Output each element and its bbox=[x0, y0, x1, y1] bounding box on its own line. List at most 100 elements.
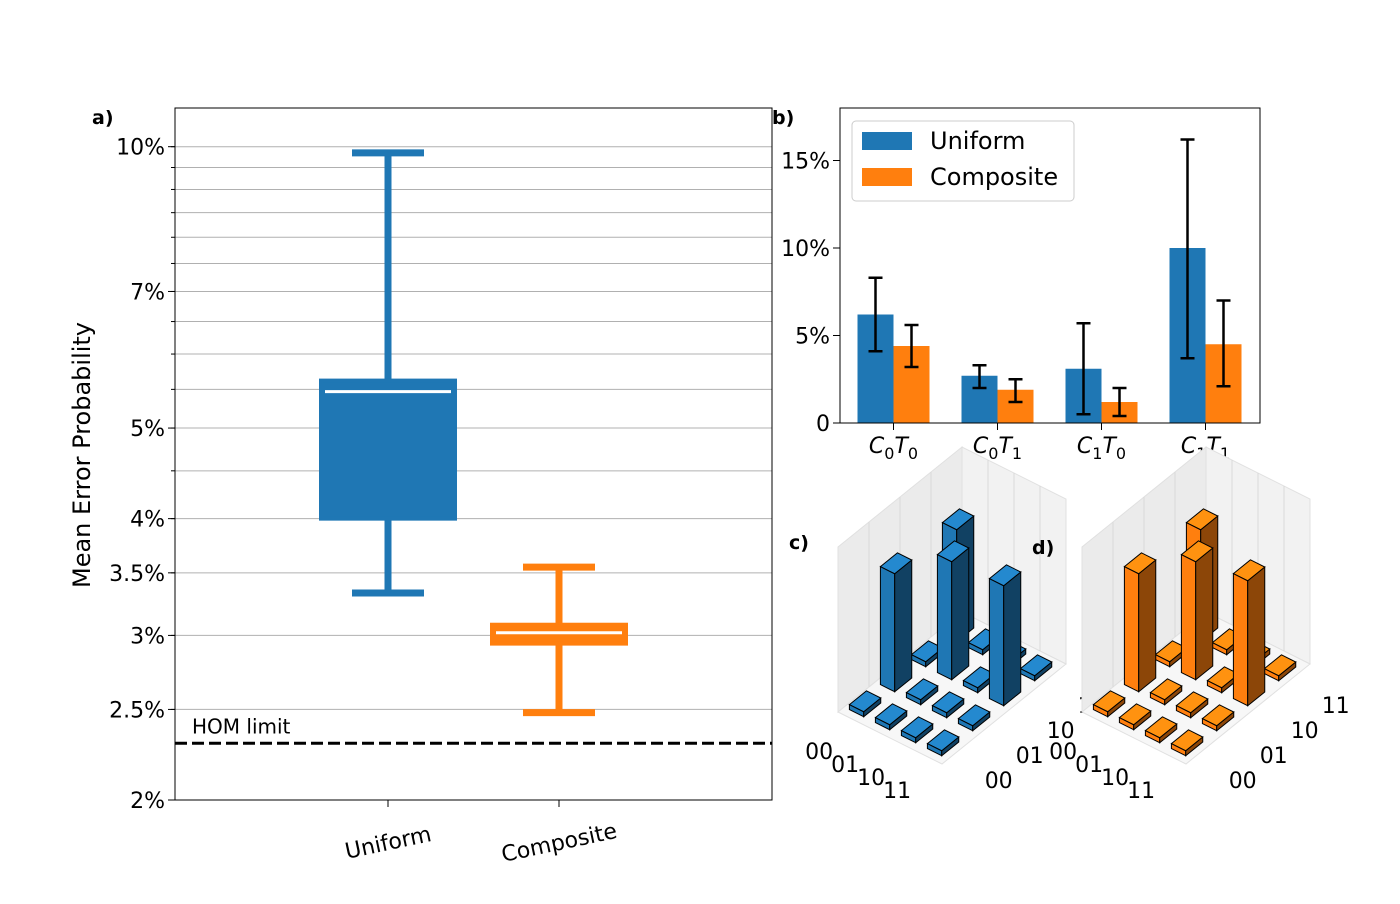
x-axis-label: 11 bbox=[883, 779, 911, 804]
panel-a-boxes bbox=[319, 149, 628, 717]
bar3d bbox=[1263, 654, 1297, 682]
bar3d-top-face bbox=[1263, 654, 1297, 677]
panel-c-label: c) bbox=[789, 532, 809, 554]
legend-swatch-uniform bbox=[862, 132, 912, 150]
bar3d bbox=[879, 552, 913, 693]
y-tick-label: 10% bbox=[116, 136, 165, 161]
hom-limit-label: HOM limit bbox=[192, 714, 291, 738]
x-axis-label: 11 bbox=[1127, 779, 1155, 804]
panel-b-barchart: b) 05%10%15% C0T0C0T1C1T0C1T1 Uniform Co… bbox=[772, 107, 1261, 463]
bar3d bbox=[1118, 703, 1152, 731]
legend-label-composite: Composite bbox=[930, 163, 1058, 191]
x-tick-label: C0T0 bbox=[869, 434, 918, 463]
bar3d-side-face bbox=[1247, 565, 1266, 707]
y-tick-label: 3.5% bbox=[109, 562, 165, 587]
x-tick-label: C1T0 bbox=[1077, 434, 1126, 463]
y-axis-label: 10 bbox=[1291, 719, 1319, 744]
bar3d-front-face bbox=[879, 565, 896, 693]
bar3d-top-face bbox=[1019, 654, 1053, 677]
x-axis-label: 10 bbox=[1101, 766, 1129, 791]
panel-b-x-ticks: C0T0C0T1C1T0C1T1 bbox=[869, 423, 1230, 463]
bar3d bbox=[936, 540, 970, 681]
bar3d-top-face bbox=[1232, 559, 1266, 582]
y-axis-label: 00 bbox=[1229, 769, 1257, 794]
bar3d-top-face bbox=[1175, 691, 1209, 714]
y-tick-label: 3% bbox=[130, 624, 165, 649]
y-axis-label: 10 bbox=[1047, 719, 1075, 744]
bar3d bbox=[874, 703, 908, 731]
panel-a-grid bbox=[175, 146, 772, 801]
bar3d bbox=[1232, 559, 1266, 707]
x-tick-label: Composite bbox=[499, 819, 619, 868]
bar3d-top-face bbox=[900, 716, 934, 739]
bar3d bbox=[957, 704, 991, 732]
y-axis-label: 11 bbox=[1322, 694, 1350, 719]
bar3d-top-face bbox=[1092, 690, 1126, 713]
bar3d-top-face bbox=[848, 690, 882, 713]
bar3d-front-face bbox=[1180, 553, 1197, 681]
bar3d-front-face bbox=[936, 553, 953, 681]
panel-a-label: a) bbox=[92, 107, 114, 129]
panel-b-error-bars bbox=[868, 138, 1231, 418]
y-tick-label: 4% bbox=[130, 508, 165, 533]
y-tick-label: 5% bbox=[795, 325, 830, 350]
x-axis-label: 00 bbox=[805, 740, 833, 765]
bar3d bbox=[931, 691, 965, 719]
panel-d-label: d) bbox=[1032, 537, 1054, 559]
y-tick-label: 0 bbox=[816, 412, 830, 437]
panel-a-x-ticks: Uniform Composite bbox=[343, 800, 619, 868]
bar3d bbox=[1092, 690, 1126, 718]
bar3d-front-face bbox=[1232, 572, 1249, 707]
bar3d-top-face bbox=[905, 678, 939, 701]
bar3d-side-face bbox=[951, 546, 970, 681]
bar3d-top-face bbox=[1149, 678, 1183, 701]
panel-b-legend: Uniform Composite bbox=[851, 120, 1075, 202]
bar3d-top-face bbox=[874, 703, 908, 726]
panel-b-y-ticks: 0 5% 10% 15% bbox=[781, 150, 840, 437]
bar3d bbox=[1144, 716, 1178, 744]
bar3d-top-face bbox=[988, 564, 1022, 587]
y-tick-label: 5% bbox=[130, 417, 165, 442]
x-tick-label: Uniform bbox=[343, 822, 434, 865]
bar3d-top-face bbox=[957, 704, 991, 727]
bar3d-top-face bbox=[941, 508, 975, 531]
x-axis-label: 01 bbox=[831, 753, 859, 778]
panel-a-frame bbox=[174, 107, 773, 801]
panel-a-y-axis-title: Mean Error Probability bbox=[68, 322, 96, 588]
panel-a-y-ticks: 2% 2.5% 3% 3.5% 4% 5% 7% 10% bbox=[109, 136, 175, 814]
bar3d-top-face bbox=[926, 729, 960, 752]
bar3d-top-face bbox=[879, 552, 913, 575]
legend-swatch-composite bbox=[862, 168, 912, 186]
y-tick-label: 7% bbox=[130, 280, 165, 305]
x-axis-label: 01 bbox=[1075, 753, 1103, 778]
box-uniform bbox=[319, 149, 457, 597]
bar3d-side-face bbox=[1195, 546, 1214, 681]
bar3d bbox=[1170, 729, 1204, 757]
x-tick-label: C0T1 bbox=[973, 434, 1022, 463]
bar3d bbox=[900, 716, 934, 744]
bar3d-top-face bbox=[1201, 704, 1235, 727]
box-composite bbox=[490, 563, 628, 717]
y-tick-label: 2.5% bbox=[109, 698, 165, 723]
bar3d-side-face bbox=[894, 558, 913, 693]
bar3d bbox=[905, 678, 939, 706]
bar3d-top-face bbox=[1118, 703, 1152, 726]
panel-b-bars bbox=[857, 248, 1242, 423]
bar3d-top-face bbox=[1180, 540, 1214, 563]
bar3d-top-face bbox=[936, 540, 970, 563]
panel-b-frame bbox=[839, 107, 1261, 424]
y-tick-label: 10% bbox=[781, 237, 830, 262]
box-body bbox=[319, 378, 457, 521]
y-tick-label: 15% bbox=[781, 150, 830, 175]
bar3d bbox=[1175, 691, 1209, 719]
bar3d-front-face bbox=[988, 577, 1005, 707]
panel-a-boxplot: a) 2% 2.5% 3% 3.5% 4% 5% 7% 10% HOM limit Unifo… bbox=[68, 107, 773, 868]
y-axis-label: 01 bbox=[1260, 744, 1288, 769]
bar3d-top-face bbox=[1185, 508, 1219, 531]
bar3d-top-face bbox=[1170, 729, 1204, 752]
y-tick-label: 2% bbox=[130, 789, 165, 814]
bar3d-side-face bbox=[1138, 558, 1157, 693]
